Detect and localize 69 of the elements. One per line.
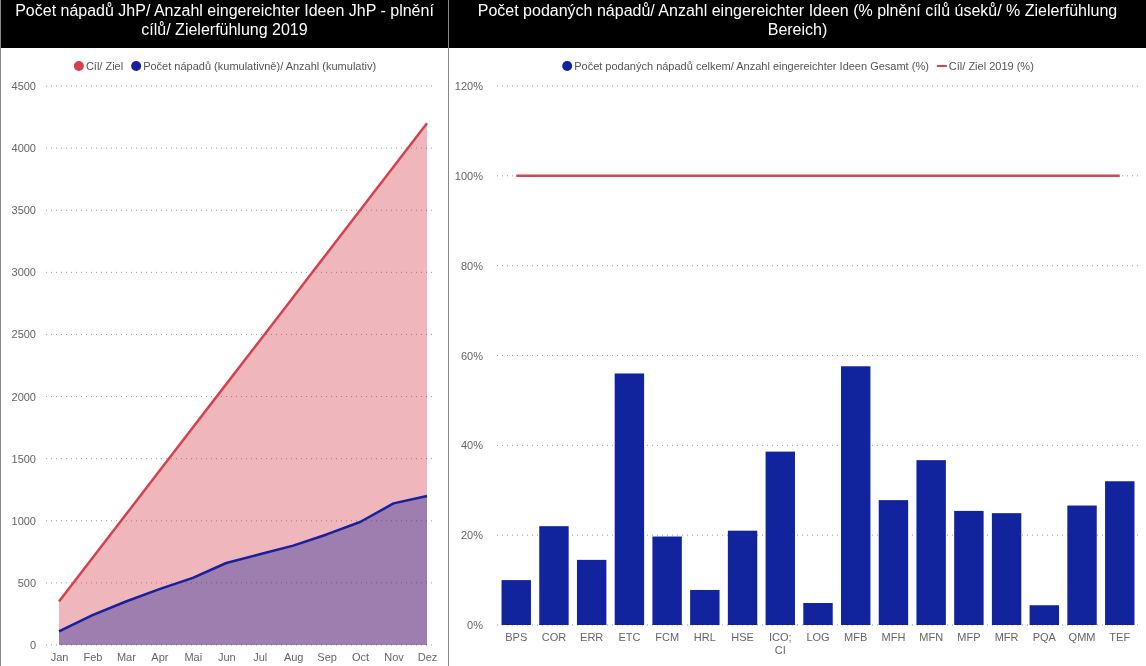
- y-tick-label: 120%: [454, 80, 484, 93]
- bar: [614, 373, 645, 625]
- x-tick-label: QMM: [1068, 630, 1096, 643]
- y-tick-label: 20%: [460, 529, 484, 542]
- bar: [652, 536, 682, 625]
- legend-label: Cíl/ Ziel 2019 (%): [948, 59, 1034, 72]
- x-tick-label: TEF: [1109, 630, 1131, 643]
- x-tick-label: Aug: [283, 650, 304, 663]
- bar: [841, 366, 871, 625]
- y-tick-label: 500: [17, 576, 36, 589]
- x-tick-label: Apr: [151, 650, 169, 663]
- y-tick-label: 0: [29, 639, 36, 652]
- bar: [1029, 605, 1060, 625]
- bar: [1105, 481, 1135, 625]
- x-tick-label: PQA: [1032, 630, 1057, 643]
- y-tick-label: 100%: [454, 169, 484, 182]
- y-tick-label: 4000: [11, 142, 36, 155]
- bar: [690, 589, 720, 625]
- x-tick-label: FCM: [655, 630, 680, 643]
- x-tick-label: Feb: [83, 650, 103, 663]
- bar: [539, 526, 569, 625]
- x-tick-label: MFR: [994, 630, 1019, 643]
- bar: [878, 500, 909, 625]
- x-tick-label: Oct: [352, 650, 370, 663]
- y-tick-label: 80%: [460, 259, 484, 272]
- x-tick-label: COR: [541, 630, 567, 643]
- x-tick-label: Mai: [184, 650, 203, 663]
- chart-title: Počet nápadů JhP/ Anzahl eingereichter Ideen JhP - plnění cílů/ Zielerfühlung 2019: [1, 0, 448, 48]
- bar: [727, 530, 758, 625]
- x-tick-label: HSE: [731, 630, 754, 643]
- y-tick-label: 60%: [460, 349, 484, 362]
- x-tick-label: MFP: [957, 630, 981, 643]
- y-tick-label: 1000: [11, 514, 36, 527]
- bar: [576, 559, 607, 625]
- x-tick-label: MFN: [919, 630, 944, 643]
- x-tick-label: Jan: [50, 650, 69, 663]
- x-tick-label: Jun: [217, 650, 236, 663]
- x-tick-label: Jul: [253, 650, 268, 663]
- x-tick-label: BPS: [505, 630, 528, 643]
- bar: [765, 451, 795, 625]
- x-tick-label: MFH: [881, 630, 906, 643]
- bar: [1067, 505, 1097, 625]
- y-tick-label: 1500: [11, 452, 36, 465]
- x-tick-label: Mar: [116, 650, 137, 663]
- x-tick-label: Sep: [317, 650, 337, 663]
- bar: [991, 513, 1022, 625]
- x-tick-label: HRL: [693, 630, 716, 643]
- bar: [916, 460, 946, 625]
- x-tick-label: MFB: [844, 630, 868, 643]
- x-tick-label: ERR: [580, 630, 604, 643]
- legend-label: Počet nápadů (kumulativně)/ Anzahl (kumulativ): [143, 59, 377, 72]
- bar: [954, 510, 984, 625]
- y-tick-label: 2500: [11, 328, 36, 341]
- x-tick-label: ETC: [618, 630, 641, 643]
- x-tick-label: LOG: [806, 630, 830, 643]
- legend-label: Cíl/ Ziel: [85, 59, 124, 72]
- bar: [803, 602, 833, 625]
- y-tick-label: 3000: [11, 266, 36, 279]
- x-tick-label: Dez: [417, 650, 438, 663]
- y-tick-label: 4500: [11, 80, 36, 93]
- y-tick-label: 0%: [467, 619, 484, 632]
- x-tick-label: ICO; CI: [768, 630, 792, 657]
- x-tick-label: Nov: [384, 650, 405, 663]
- y-tick-label: 3500: [11, 204, 36, 217]
- chart-title: Počet podaných nápadů/ Anzahl eingereichter Ideen (% plnění cílů úseků/ % Zielerfühlung Bereich): [449, 0, 1146, 48]
- bar: [501, 580, 531, 625]
- y-tick-label: 40%: [460, 439, 484, 452]
- y-tick-label: 2000: [11, 390, 36, 403]
- legend-label: Počet podaných nápadů celkem/ Anzahl eingereichter Ideen Gesamt (%): [574, 59, 929, 72]
